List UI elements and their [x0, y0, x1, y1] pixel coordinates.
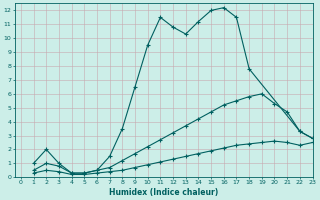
X-axis label: Humidex (Indice chaleur): Humidex (Indice chaleur): [109, 188, 218, 197]
